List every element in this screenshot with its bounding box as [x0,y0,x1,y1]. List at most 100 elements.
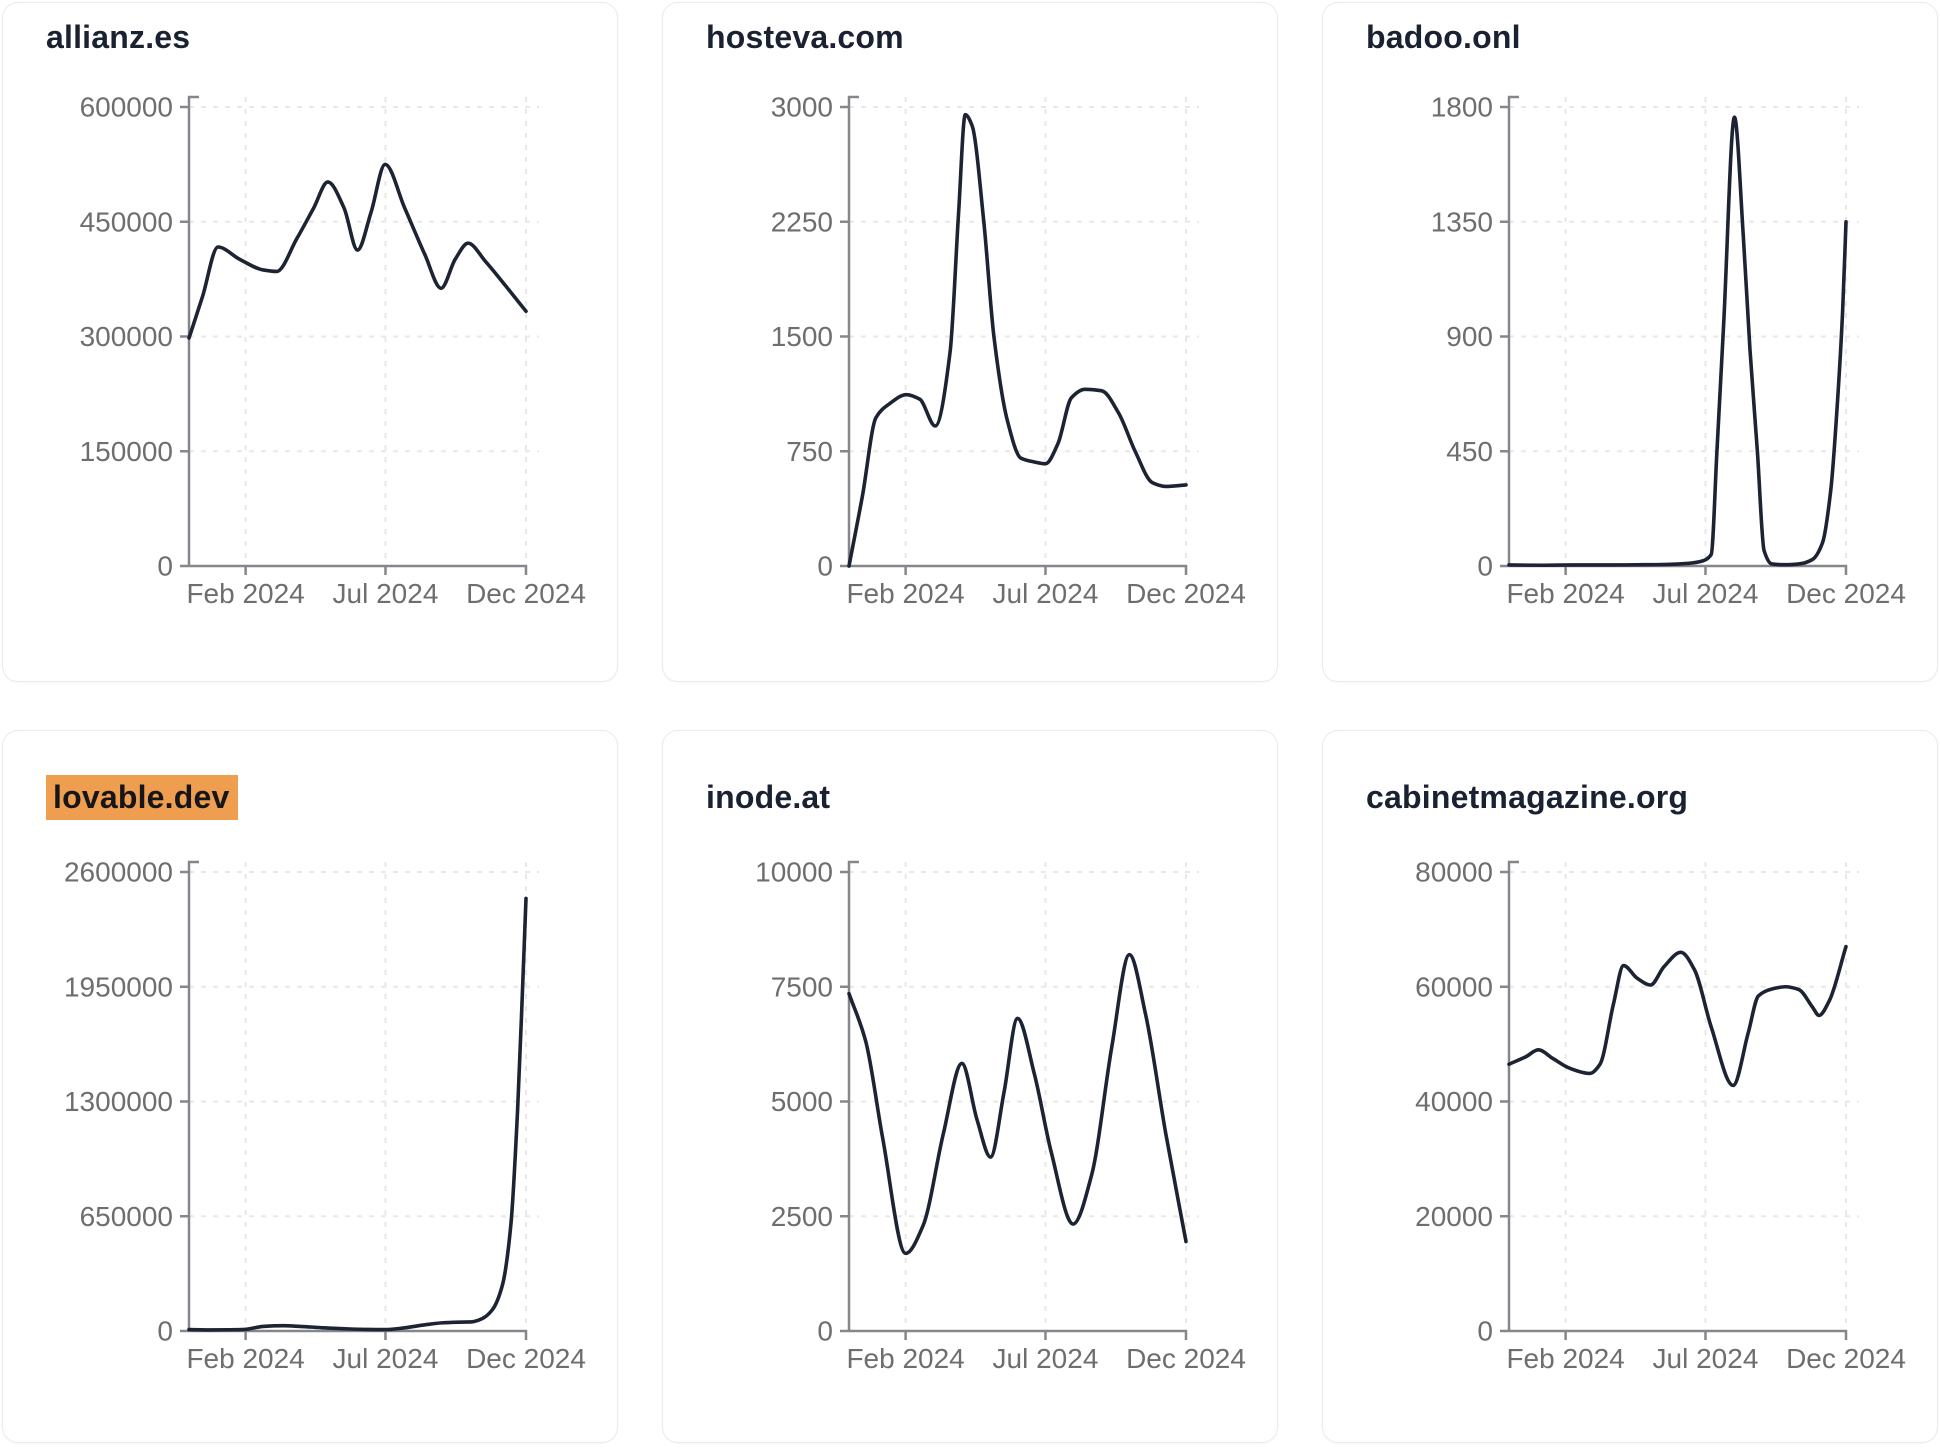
line-chart-allianz-es: 0 150000 300000 450000 600000 Feb 2024 Jul 202… [80,92,586,608]
x-axis-line [1509,1329,1848,1340]
y-axis-line [187,95,199,566]
series-line [1507,944,1848,1088]
chart-title: allianz.es [46,19,191,55]
gridlines [849,97,1199,566]
y-axis-tick-label: 600000 [80,92,173,123]
y-axis-tick-label: 0 [817,551,833,582]
y-axis-tick-label: 1950000 [64,971,173,1002]
chart-title: cabinetmagazine.org [1366,779,1689,815]
series-line [1507,115,1848,568]
y-axis-tick-label: 80000 [1415,857,1493,888]
chart-card-allianz-es: allianz.es 0 150000 300000 450000 600000 Feb … [2,2,618,682]
y-axis-tick-label: 1300000 [64,1086,173,1117]
y-axis-tick-label: 750 [786,436,833,467]
x-axis-tick-label: Jul 2024 [993,1343,1099,1372]
x-axis-tick-label: Feb 2024 [186,1343,304,1372]
y-axis-tick-label: 60000 [1415,971,1493,1002]
chart-title-highlighted: lovable.dev [46,775,238,820]
axes: 0 450 900 1350 1800 Feb 2024 Jul 2024 Dec 2024 [1431,92,1906,608]
y-axis-tick-label: 0 [157,551,173,582]
x-axis-tick-label: Feb 2024 [186,578,304,607]
chart-title: badoo.onl [1366,19,1521,55]
series-line [187,896,528,1332]
y-axis-tick-label: 450000 [80,206,173,237]
chart-card-hosteva-com: hosteva.com 0 750 1500 2250 3000 Feb 2024 Jul … [662,2,1278,682]
y-axis-tick-label: 650000 [80,1201,173,1232]
chart-title: inode.at [706,779,831,815]
x-axis-line [189,564,528,575]
x-axis-tick-label: Dec 2024 [1786,578,1906,607]
y-axis-tick-label: 2600000 [64,857,173,888]
axes: 0 2500 5000 7500 10000 Feb 2024 Jul 2024 Dec 20… [755,857,1246,1373]
x-axis-tick-label: Dec 2024 [466,578,586,607]
y-axis-tick-label: 2500 [771,1201,833,1232]
axes: 0 750 1500 2250 3000 Feb 2024 Jul 2024 Dec 2024 [771,92,1246,608]
series-line [847,112,1188,568]
y-axis-tick-label: 20000 [1415,1201,1493,1232]
line-chart-cabinetmagazine-org: 0 20000 40000 60000 80000 Feb 2024 Jul 2024 Dec… [1415,857,1906,1373]
x-axis-tick-label: Dec 2024 [1786,1343,1906,1372]
y-axis-tick-label: 900 [1446,321,1493,352]
y-axis-tick-label: 40000 [1415,1086,1493,1117]
chart-title-row: badoo.onl [1366,17,1937,57]
x-axis-line [1509,564,1848,575]
chart-card-badoo-onl: badoo.onl 0 450 900 1350 1800 Feb 2024 Jul 202… [1322,2,1938,682]
x-axis-tick-label: Jul 2024 [1653,1343,1759,1372]
chart-title-row: lovable.dev [46,775,617,820]
y-axis-line [847,860,859,1331]
chart-title-row: inode.at [706,777,1277,817]
y-axis-line [847,95,859,566]
line-chart-hosteva-com: 0 750 1500 2250 3000 Feb 2024 Jul 2024 Dec 2024 [771,92,1246,608]
y-axis-tick-label: 7500 [771,971,833,1002]
y-axis-tick-label: 1800 [1431,92,1493,123]
axes: 0 150000 300000 450000 600000 Feb 2024 Jul 202… [80,92,586,608]
gridlines [1509,97,1859,566]
x-axis-tick-label: Jul 2024 [333,1343,439,1372]
gridlines [849,862,1199,1331]
chart-card-lovable-dev: lovable.dev 0 650000 1300000 1950000 2600000… [2,730,618,1443]
chart-title-row: cabinetmagazine.org [1366,777,1937,817]
y-axis-tick-label: 1500 [771,321,833,352]
y-axis-line [187,860,199,1331]
y-axis-tick-label: 150000 [80,436,173,467]
y-axis-tick-label: 0 [817,1316,833,1347]
axes: 0 650000 1300000 1950000 2600000 Feb 2024 Jul … [64,857,586,1373]
x-axis-tick-label: Dec 2024 [466,1343,586,1372]
x-axis-line [189,1329,528,1340]
x-axis-tick-label: Feb 2024 [1506,1343,1624,1372]
y-axis-tick-label: 300000 [80,321,173,352]
y-axis-tick-label: 450 [1446,436,1493,467]
x-axis-line [849,564,1188,575]
y-axis-tick-label: 5000 [771,1086,833,1117]
line-chart-badoo-onl: 0 450 900 1350 1800 Feb 2024 Jul 2024 Dec 2024 [1431,92,1906,608]
gridlines [189,862,539,1331]
x-axis-tick-label: Feb 2024 [846,578,964,607]
x-axis-tick-label: Jul 2024 [333,578,439,607]
series-line [187,162,528,340]
axes: 0 20000 40000 60000 80000 Feb 2024 Jul 2024 Dec… [1415,857,1906,1373]
gridlines [189,97,539,566]
x-axis-tick-label: Feb 2024 [1506,578,1624,607]
chart-title: hosteva.com [706,19,904,55]
x-axis-tick-label: Jul 2024 [1653,578,1759,607]
x-axis-tick-label: Dec 2024 [1126,578,1246,607]
y-axis-tick-label: 3000 [771,92,833,123]
y-axis-tick-label: 10000 [755,857,833,888]
y-axis-tick-label: 0 [1477,551,1493,582]
x-axis-tick-label: Jul 2024 [993,578,1099,607]
y-axis-tick-label: 1350 [1431,206,1493,237]
chart-title-row: allianz.es [46,17,617,57]
gridlines [1509,862,1859,1331]
chart-card-cabinetmagazine-org: cabinetmagazine.org 0 20000 40000 60000 8000… [1322,730,1938,1443]
line-chart-lovable-dev: 0 650000 1300000 1950000 2600000 Feb 2024 Jul … [64,857,586,1373]
chart-title-row: hosteva.com [706,17,1277,57]
series-line [847,952,1188,1256]
x-axis-line [849,1329,1188,1340]
x-axis-tick-label: Feb 2024 [846,1343,964,1372]
line-chart-inode-at: 0 2500 5000 7500 10000 Feb 2024 Jul 2024 Dec 20… [755,857,1246,1373]
y-axis-line [1507,95,1519,566]
chart-card-inode-at: inode.at 0 2500 5000 7500 10000 Feb 2024 Jul 2… [662,730,1278,1443]
y-axis-tick-label: 2250 [771,206,833,237]
y-axis-tick-label: 0 [1477,1316,1493,1347]
